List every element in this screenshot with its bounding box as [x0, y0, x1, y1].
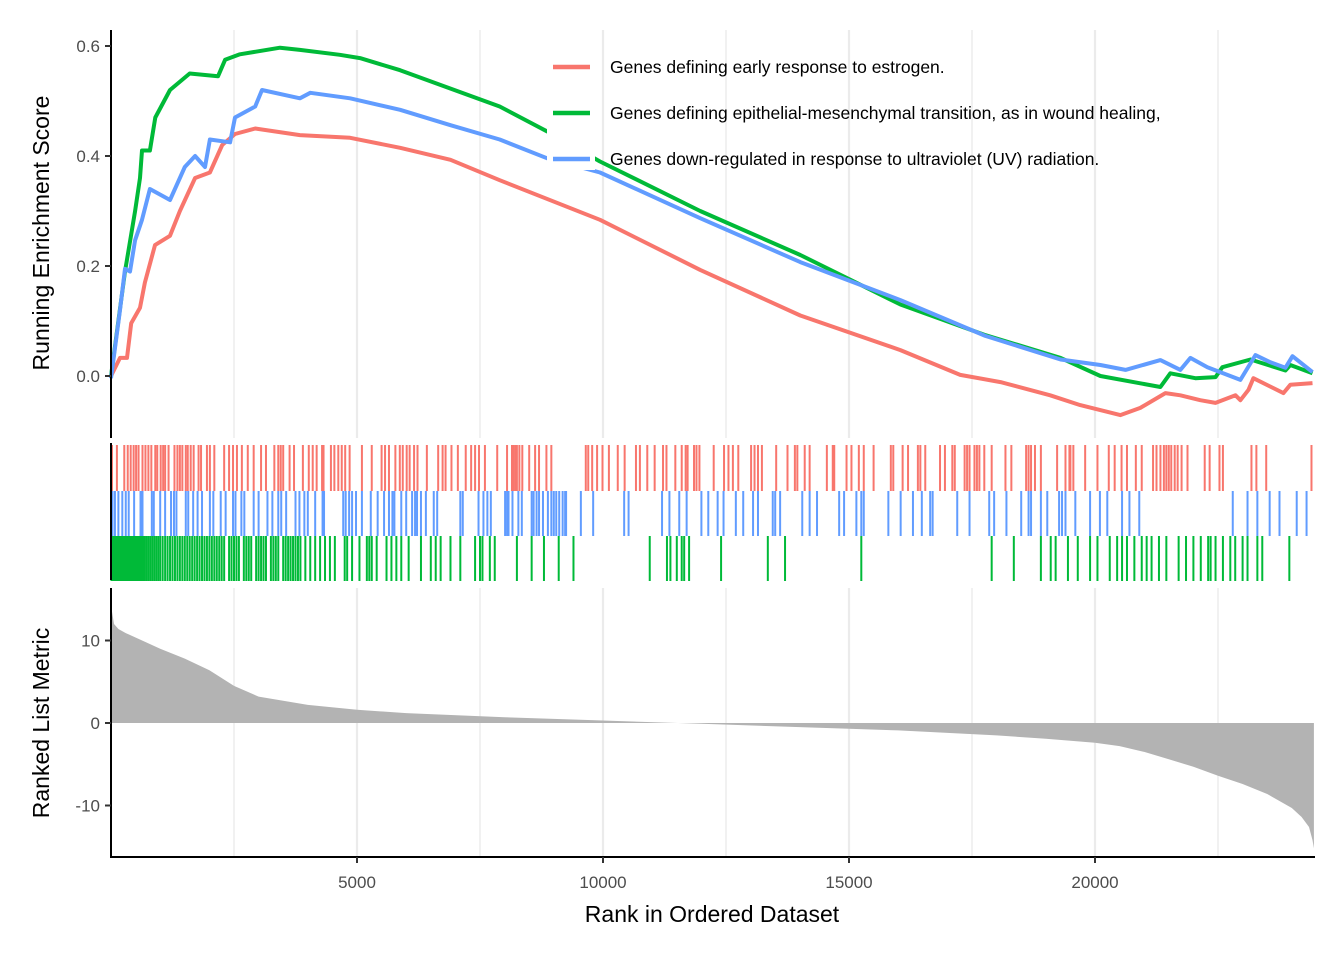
ranked-metric-area: [111, 591, 1314, 849]
x-tick-label: 15000: [825, 873, 872, 892]
x-tick-label: 5000: [338, 873, 376, 892]
es-lines: [109, 45, 1314, 418]
legend-label-1: Genes defining epithelial-mesenchymal tr…: [610, 103, 1161, 123]
bottom-y-axis-title: Ranked List Metric: [28, 628, 54, 818]
rug-panel: [110, 443, 1313, 581]
top-y-tick-label: 0.6: [76, 37, 100, 56]
es-line-series-2: [109, 88, 1314, 382]
running-es-panel: 0.0 0.2 0.4 0.6 Running Enrichment Score Ge…: [28, 30, 1314, 438]
top-y-tick-label: 0.2: [76, 257, 100, 276]
top-y-axis-title: Running Enrichment Score: [28, 96, 54, 371]
top-y-tick-label: 0.4: [76, 147, 100, 166]
x-tick-label: 10000: [579, 873, 626, 892]
ranked-metric-panel: -10 0 10 5000 10000 15000 20000 Ranked List M…: [28, 588, 1315, 927]
es-line-series-1: [109, 45, 1314, 389]
top-gridlines: [233, 30, 1219, 438]
bottom-y-tick-label: 10: [81, 632, 100, 651]
bottom-y-ticks: -10 0 10: [75, 632, 111, 816]
x-tick-label: 20000: [1071, 873, 1118, 892]
top-y-ticks: 0.0 0.2 0.4 0.6: [76, 37, 111, 386]
es-line-series-0: [109, 126, 1313, 418]
top-y-tick-label: 0.0: [76, 367, 100, 386]
bottom-y-tick-label: -10: [75, 797, 100, 816]
legend-key-background: [547, 44, 595, 170]
legend-label-0: Genes defining early response to estroge…: [610, 57, 945, 77]
x-ticks: 5000 10000 15000 20000: [338, 857, 1119, 892]
x-axis-title: Rank in Ordered Dataset: [585, 901, 840, 927]
bottom-y-tick-label: 0: [91, 714, 100, 733]
rug-ticks: [110, 445, 1313, 581]
legend: Genes defining early response to estroge…: [547, 44, 1161, 170]
legend-label-2: Genes down-regulated in response to ultr…: [610, 149, 1099, 169]
